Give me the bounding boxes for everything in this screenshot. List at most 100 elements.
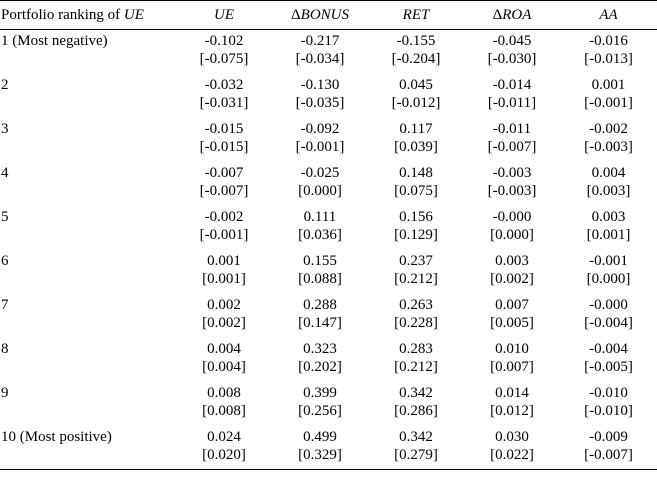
value-cell: -0.014 [-0.011] (464, 74, 560, 118)
bracket-value: [0.007] (490, 358, 534, 375)
coefficient-value: -0.025 (300, 164, 340, 181)
row-label: 8 (1, 340, 9, 357)
bracket-value: [0.012] (490, 402, 534, 419)
value-cell: -0.003 [-0.003] (464, 162, 560, 206)
value-cell: -0.102 [-0.075] (176, 30, 272, 74)
table-row: 9 0.008 [0.008] 0.399 [0.256] 0.342 [0.286] 0.0… (0, 382, 657, 426)
value-cell: 0.499 [0.329] (272, 425, 368, 470)
bracket-value: [0.147] (298, 314, 342, 331)
value-cell: -0.130 [-0.035] (272, 74, 368, 118)
bracket-value: [0.075] (394, 182, 438, 199)
value-cell: -0.217 [-0.034] (272, 30, 368, 74)
value-cell: 0.007 [0.005] (464, 294, 560, 338)
coefficient-value: -0.003 (492, 164, 532, 181)
coefficient-value: 0.008 (207, 384, 241, 401)
value-cell: 0.024 [0.020] (176, 425, 272, 470)
coefficient-value: -0.102 (204, 33, 244, 49)
coefficient-value: 0.003 (591, 208, 626, 225)
bracket-value: [0.129] (394, 226, 438, 243)
header-var-name: BONUS (300, 6, 349, 23)
bracket-value: [0.256] (298, 402, 342, 419)
value-cell: 0.288 [0.147] (272, 294, 368, 338)
coefficient-value: 0.117 (399, 120, 433, 137)
header-var-name: ROA (502, 6, 532, 23)
header-delta: Δ (291, 6, 301, 23)
bracket-value: [-0.003] (487, 182, 537, 199)
value-cell: -0.092 [-0.001] (272, 118, 368, 162)
row-label: 9 (1, 384, 9, 401)
value-cell: 0.263 [0.228] (368, 294, 464, 338)
value-cell: 0.045 [-0.012] (368, 74, 464, 118)
value-cell: 0.004 [0.004] (176, 338, 272, 382)
bracket-value: [0.202] (298, 358, 342, 375)
table-row: 8 0.004 [0.004] 0.323 [0.202] 0.283 [0.212] 0.0… (0, 338, 657, 382)
bracket-value: [-0.001] (199, 226, 249, 243)
table-row: 5 -0.002 [-0.001] 0.111 [0.036] 0.156 [0.129] -… (0, 206, 657, 250)
bracket-value: [-0.035] (295, 94, 345, 111)
value-cell: 0.001 [-0.001] (560, 74, 657, 118)
coefficient-value: -0.000 (492, 208, 532, 225)
value-cell: -0.016 [-0.013] (560, 30, 657, 74)
coefficient-value: -0.016 (589, 33, 628, 49)
coefficient-value: 0.002 (207, 296, 241, 313)
coefficient-value: -0.007 (204, 164, 244, 181)
bracket-value: [-0.001] (295, 138, 345, 155)
bracket-value: [0.039] (394, 138, 438, 155)
header-delta-roa: ΔROA (464, 0, 560, 30)
bracket-value: [-0.007] (199, 182, 249, 199)
value-cell: -0.011 [-0.007] (464, 118, 560, 162)
bracket-value: [0.008] (202, 402, 246, 419)
bracket-value: [-0.005] (584, 358, 633, 375)
coefficient-value: 0.263 (399, 296, 433, 313)
value-cell: -0.004 [-0.005] (560, 338, 657, 382)
value-cell: -0.032 [-0.031] (176, 74, 272, 118)
value-cell: -0.155 [-0.204] (368, 30, 464, 74)
header-row: Portfolio ranking of UE UE ΔBONUS RET ΔR… (0, 0, 657, 30)
coefficient-value: 0.499 (303, 428, 337, 445)
coefficient-value: 0.001 (207, 252, 241, 269)
row-label: 10 (Most positive) (0, 425, 176, 470)
header-first-var: UE (123, 6, 144, 23)
coefficient-value: 0.156 (399, 208, 433, 225)
table-row: 4 -0.007 [-0.007] -0.025 [0.000] 0.148 [0.075]… (0, 162, 657, 206)
table-body: 1 (Most negative) -0.102 [-0.075] -0.217 [-0… (0, 30, 657, 470)
coefficient-value: 0.010 (495, 340, 529, 357)
header-delta: Δ (492, 6, 503, 23)
coefficient-value: -0.092 (300, 120, 340, 137)
bracket-value: [0.005] (490, 314, 534, 331)
value-cell: 0.001 [0.001] (176, 250, 272, 294)
value-cell: 0.010 [0.007] (464, 338, 560, 382)
bracket-value: [0.000] (586, 270, 631, 287)
bracket-value: [0.001] (202, 270, 246, 287)
header-aa: AA (560, 0, 657, 30)
coefficient-value: -0.002 (204, 208, 244, 225)
coefficient-value: 0.283 (399, 340, 433, 357)
bracket-value: [0.000] (298, 182, 342, 199)
bracket-value: [0.004] (202, 358, 246, 375)
coefficient-value: 0.001 (591, 76, 626, 93)
header-portfolio-ranking: Portfolio ranking of UE (0, 0, 176, 30)
value-cell: 0.342 [0.279] (368, 425, 464, 470)
coefficient-value: 0.237 (399, 252, 433, 269)
value-cell: -0.015 [-0.015] (176, 118, 272, 162)
value-cell: -0.000 [0.000] (464, 206, 560, 250)
bracket-value: [0.329] (298, 446, 342, 463)
coefficient-value: -0.045 (492, 33, 532, 49)
coefficient-value: -0.217 (300, 33, 340, 49)
value-cell: -0.009 [-0.007] (560, 425, 657, 470)
coefficient-value: -0.130 (300, 76, 340, 93)
value-cell: -0.025 [0.000] (272, 162, 368, 206)
coefficient-value: -0.010 (589, 384, 628, 401)
coefficient-value: 0.148 (399, 164, 433, 181)
coefficient-value: -0.014 (492, 76, 532, 93)
value-cell: 0.323 [0.202] (272, 338, 368, 382)
bracket-value: [0.020] (202, 446, 246, 463)
bracket-value: [-0.034] (295, 51, 345, 67)
coefficient-value: 0.342 (399, 428, 433, 445)
table-row: 1 (Most negative) -0.102 [-0.075] -0.217 [-0… (0, 30, 657, 74)
value-cell: -0.002 [-0.003] (560, 118, 657, 162)
coefficient-value: -0.009 (589, 428, 628, 445)
header-var-name: UE (214, 6, 234, 23)
table-row: 7 0.002 [0.002] 0.288 [0.147] 0.263 [0.228] 0.0… (0, 294, 657, 338)
value-cell: 0.014 [0.012] (464, 382, 560, 426)
